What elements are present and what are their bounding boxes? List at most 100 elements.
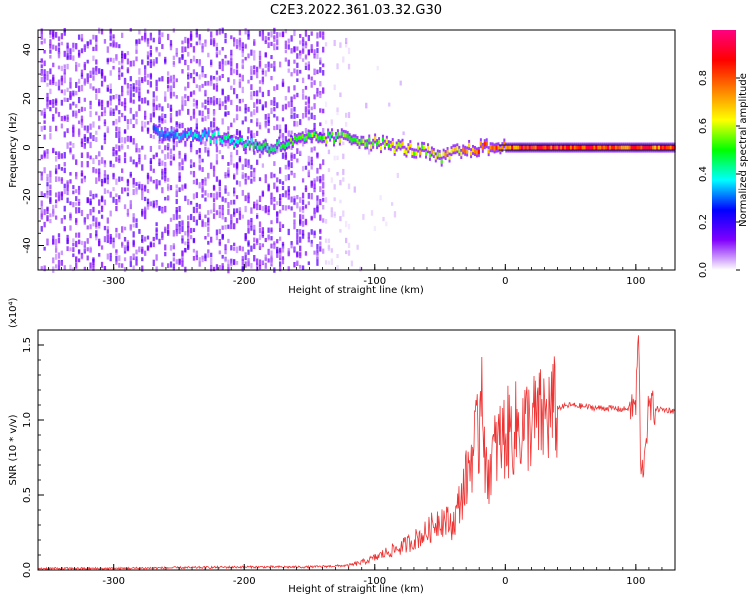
spectrogram-cell	[342, 56, 345, 63]
spectrogram-cell	[244, 180, 247, 185]
spectrogram-cell	[330, 177, 333, 183]
spectrogram-cell	[89, 190, 92, 196]
spectrogram-cell	[54, 199, 58, 204]
spectrogram-cell	[149, 177, 153, 182]
spectrogram-cell	[123, 152, 127, 158]
spectrogram-cell	[255, 203, 259, 211]
ridge-cell	[309, 132, 312, 138]
spectrogram-cell	[276, 46, 279, 50]
spectrogram-cell	[319, 92, 322, 99]
spectrogram-cell	[54, 215, 58, 220]
spectrogram-cell	[175, 223, 178, 230]
spectrogram-cell	[189, 235, 193, 240]
spectrogram-cell	[57, 85, 61, 91]
spectrogram-cell	[218, 228, 221, 235]
ridge-cell	[609, 145, 612, 150]
spectrogram-cell	[40, 40, 43, 45]
spectrogram-cell	[123, 226, 127, 231]
spectrogram-cell	[290, 145, 293, 150]
spectrogram-cell	[63, 215, 66, 220]
spectrogram-cell	[342, 177, 345, 182]
spectrogram-cell	[212, 100, 216, 106]
spectrogram-cell	[109, 191, 112, 198]
spectrogram-cell	[304, 66, 308, 71]
spectrogram-cell	[178, 123, 181, 129]
spectrogram-cell	[164, 226, 167, 231]
spectrogram-cell	[210, 257, 213, 262]
spectrogram-cell	[235, 260, 239, 265]
ridge-cell	[188, 131, 191, 136]
spectrogram-cell	[72, 55, 75, 61]
spectrogram-cell	[310, 229, 313, 235]
ridge-cell	[378, 139, 381, 145]
spectrogram-cell	[218, 186, 221, 192]
spectrogram-cell	[310, 160, 313, 166]
spectrogram-cell	[339, 216, 342, 222]
spectrogram-cell	[63, 72, 66, 79]
spectrogram-cell	[347, 112, 351, 119]
ridge-cell	[286, 142, 289, 147]
spectrogram-cell	[77, 190, 81, 195]
ridge-cell	[513, 145, 516, 150]
spectrogram-cell	[230, 58, 233, 63]
spectrogram-cell	[192, 102, 196, 107]
spectrogram-cell	[80, 37, 84, 42]
spectrogram-cell	[57, 252, 61, 259]
ridge-cell	[164, 133, 167, 138]
colorbar-tick-label: 0.8	[698, 70, 709, 86]
spectrogram-cell	[247, 175, 250, 180]
spectrogram-cell	[198, 157, 201, 164]
spectrogram-cell	[241, 74, 244, 81]
ridge-cell	[612, 145, 615, 150]
spectrogram-cell	[324, 42, 328, 47]
spectrogram-cell	[278, 209, 282, 214]
spectrogram-cell	[100, 72, 104, 79]
x-tick-label: 0	[502, 276, 508, 287]
spectrogram-cell	[46, 92, 49, 99]
spectrogram-cell	[112, 242, 115, 249]
spectrogram-cell	[207, 100, 210, 106]
spectrogram-cell	[301, 93, 305, 100]
spectrogram-cell	[238, 30, 242, 36]
ridge-cell	[630, 145, 633, 150]
spectrogram-cell	[164, 176, 167, 182]
spectrogram-cell	[80, 84, 84, 92]
spectrogram-cell	[270, 55, 273, 60]
spectrogram-cell	[192, 55, 196, 62]
ridge-cell	[417, 145, 420, 150]
spectrogram-cell	[129, 224, 132, 231]
ridge-cell	[356, 138, 359, 144]
ridge-cell	[227, 134, 230, 139]
spectrogram-cell	[95, 40, 98, 46]
spectrogram-cell	[132, 217, 135, 223]
spectrogram-cell	[100, 100, 104, 106]
spectrogram-cell	[187, 95, 190, 102]
spectrogram-cell	[141, 35, 144, 41]
spectrogram-cell	[152, 58, 155, 66]
spectrogram-cell	[40, 76, 43, 83]
spectrogram-cell	[57, 36, 61, 42]
spectrogram-cell	[241, 120, 244, 125]
spectrogram-cell	[187, 244, 190, 250]
spectrogram-cell	[57, 176, 61, 182]
spectrogram-cell	[253, 90, 256, 97]
ridge-cell	[166, 130, 169, 136]
spectrogram-cell	[189, 170, 193, 175]
spectrogram-cell	[227, 126, 230, 131]
spectrogram-cell	[388, 102, 391, 107]
spectrogram-cell	[284, 164, 288, 170]
spectrogram-cell	[169, 46, 173, 51]
spectrogram-cell	[267, 67, 270, 72]
spectrogram-cell	[106, 84, 109, 89]
spectrogram-cell	[241, 59, 244, 64]
spectrogram-cell	[98, 240, 101, 247]
x-tick-label: -100	[363, 276, 386, 287]
spectrogram-cell	[195, 32, 198, 38]
spectrogram-cell	[169, 245, 173, 251]
spectrogram-cell	[112, 173, 115, 180]
spectrogram-cell	[301, 192, 305, 199]
spectrogram-cell	[63, 131, 66, 138]
spectrogram-cell	[192, 228, 196, 233]
spectrogram-cell	[178, 187, 181, 193]
ridge-cell	[599, 145, 602, 150]
